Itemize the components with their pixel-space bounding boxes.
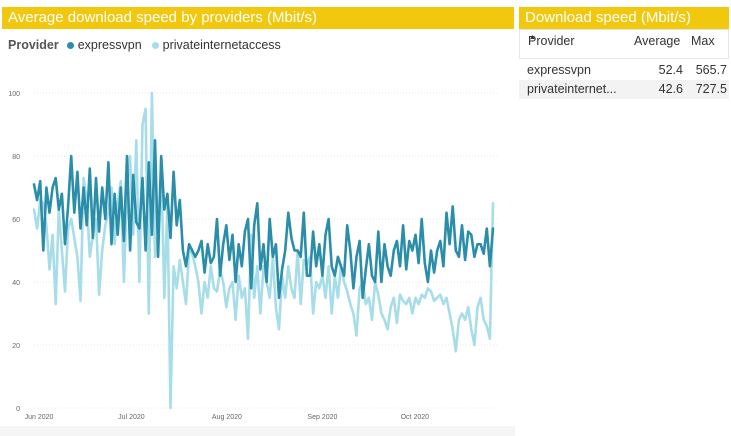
y-tick-label-80: 80 bbox=[12, 154, 20, 161]
legend-item-expressvpn[interactable]: expressvpn bbox=[66, 38, 142, 52]
download-speed-table: Provider Average Max ▲ expressvpn 52.4 5… bbox=[519, 29, 729, 109]
x-tick-label-4: Oct 2020 bbox=[401, 414, 430, 421]
table-row[interactable]: privateinternet... 42.6 727.5 bbox=[519, 80, 729, 99]
legend-label-privateinternetaccess: privateinternetaccess bbox=[162, 38, 281, 52]
y-tick-label-60: 60 bbox=[12, 217, 20, 224]
table-header: Provider Average Max ▲ bbox=[519, 29, 729, 59]
y-tick-label-100: 100 bbox=[8, 91, 20, 98]
legend-label-expressvpn: expressvpn bbox=[77, 38, 142, 52]
cell-average: 42.6 bbox=[658, 82, 683, 96]
legend-dot-icon bbox=[151, 41, 159, 49]
x-tick-label-0: Jun 2020 bbox=[25, 414, 54, 421]
column-header-average[interactable]: Average bbox=[634, 34, 681, 48]
sort-ascending-icon[interactable]: ▲ bbox=[529, 34, 536, 41]
cell-max: 727.5 bbox=[695, 82, 727, 96]
table-title: Download speed (Mbit/s) bbox=[519, 7, 729, 29]
cell-provider: privateinternet... bbox=[527, 82, 617, 96]
legend-dot-icon bbox=[66, 41, 74, 49]
chart-title: Average download speed by providers (Mbi… bbox=[2, 7, 514, 29]
column-header-provider[interactable]: Provider bbox=[528, 34, 575, 48]
table-row[interactable]: expressvpn 52.4 565.7 bbox=[519, 61, 729, 80]
x-tick-label-1: Jul 2020 bbox=[118, 414, 145, 421]
cell-max: 565.7 bbox=[695, 63, 727, 77]
y-tick-label-40: 40 bbox=[12, 280, 20, 287]
scroll-area-edge bbox=[0, 426, 515, 436]
legend-item-privateinternetaccess[interactable]: privateinternetaccess bbox=[151, 38, 281, 52]
cell-average: 52.4 bbox=[658, 63, 683, 77]
line-chart[interactable]: 0 20 40 60 80 100 Jun 2020 Jul 2020 Aug 2020 Sep … bbox=[0, 0, 515, 436]
column-header-max[interactable]: Max bbox=[691, 34, 715, 48]
cell-provider: expressvpn bbox=[527, 63, 591, 77]
series-line-expressvpn bbox=[32, 139, 495, 300]
legend-title: Provider bbox=[8, 38, 59, 52]
x-tick-label-2: Aug 2020 bbox=[212, 414, 242, 421]
y-tick-label-0: 0 bbox=[16, 406, 20, 413]
x-tick-label-3: Sep 2020 bbox=[307, 414, 337, 421]
chart-legend: Provider expressvpn privateinternetacces… bbox=[8, 38, 285, 52]
y-tick-label-20: 20 bbox=[12, 343, 20, 350]
